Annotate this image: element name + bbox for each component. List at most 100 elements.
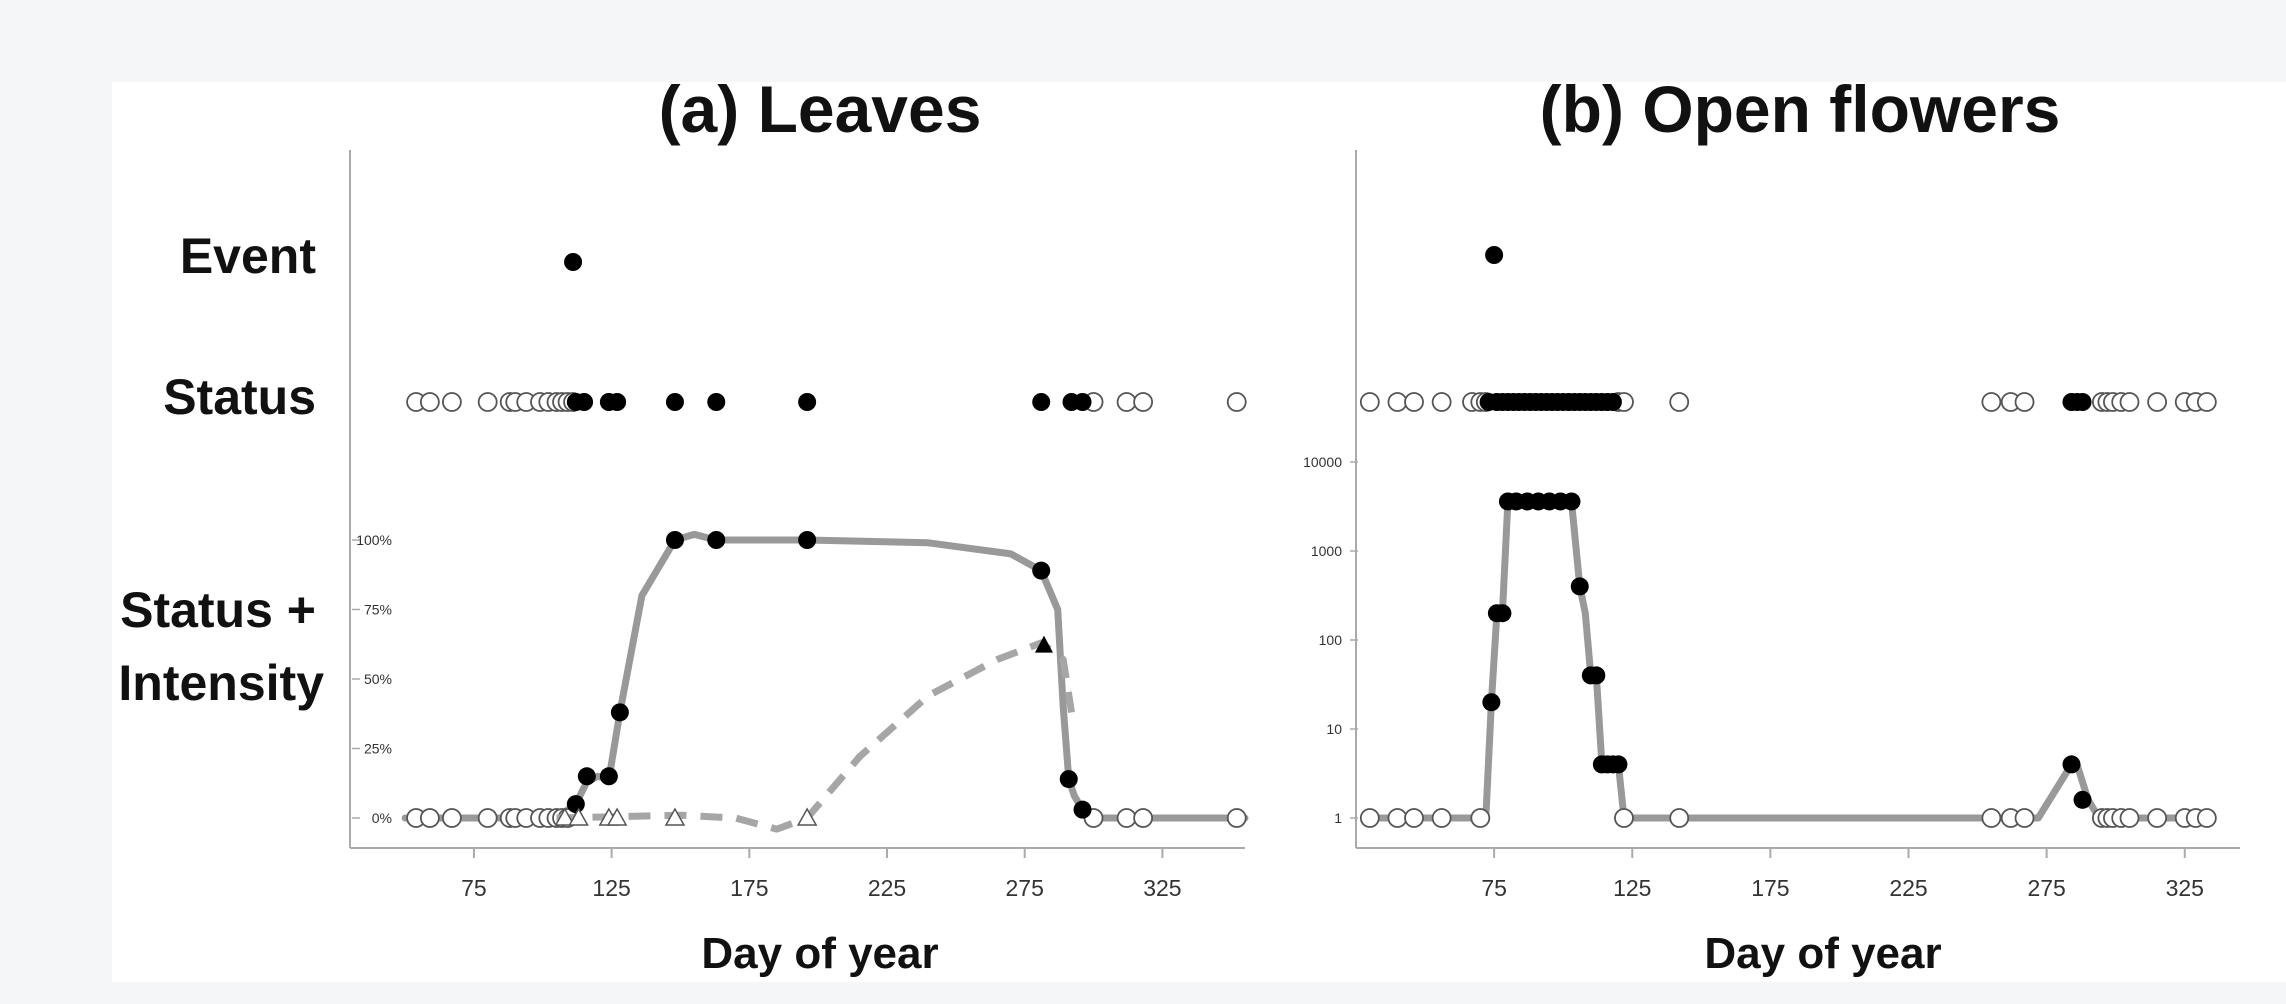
panel-a-intensity-point-filled — [566, 795, 585, 814]
panel-b-intensity-point-open — [1387, 808, 1408, 828]
panel-b-status-point-open — [1669, 392, 1690, 412]
panel-b-x-tick-label: 275 — [2027, 875, 2065, 901]
panel-a-intensity-line-dashed — [556, 639, 1075, 833]
panel-a-intensity-triangle-open — [606, 807, 628, 826]
panel-b-intensity-point-filled — [1482, 693, 1501, 712]
panel-a-intensity-point-open — [1226, 808, 1247, 828]
panel-a-xlabel: Day of year — [701, 929, 938, 978]
panel-a-intensity-point-open — [477, 808, 498, 828]
panel-a-status-point-open — [477, 392, 498, 412]
panel-a-intensity-point-filled — [1032, 561, 1051, 580]
panel-b-intensity-point-filled — [1587, 666, 1606, 685]
panel-b-intensity-point-open — [2196, 808, 2217, 828]
panel-b-x-tick-label: 325 — [2166, 875, 2204, 901]
panel-a-y-tick-label: 75% — [364, 602, 392, 618]
panel-b-intensity-point-open — [1404, 808, 1424, 828]
panel-b-intensity-point-open — [1431, 808, 1452, 828]
panel-a-y-tick-label: 100% — [356, 532, 392, 548]
panel-a-intensity-triangle-filled — [1034, 635, 1053, 653]
panel-b-intensity-point-open — [1669, 808, 1690, 828]
panel-a-status-point-open — [419, 392, 440, 412]
panel-b-xlabel: Day of year — [1704, 929, 1941, 978]
panel-b-status-point-open — [2147, 392, 2168, 412]
panel-b-x-tick-label: 175 — [1751, 875, 1789, 901]
panel-b-y-tick-label: 10 — [1326, 721, 1342, 737]
panel-a-intensity-triangle-open — [664, 807, 686, 826]
panel-a-title: (a) Leaves — [659, 72, 982, 146]
panel-a-status-point-filled — [1032, 393, 1051, 411]
panel-a-status-point-open — [1116, 392, 1137, 412]
panel-a-y-tick-label: 0% — [372, 810, 392, 826]
panel-a-status-point-open — [1133, 392, 1154, 412]
panel-a-status-point-open — [1226, 392, 1247, 412]
panel-a-intensity-line-solid — [401, 530, 1249, 822]
row-label-intensity-line1: Status + — [120, 582, 316, 638]
panel-a-intensity-point-filled — [798, 531, 817, 549]
panel-b-intensity-point-open — [1470, 808, 1491, 828]
panel-a-y-tick-label: 50% — [364, 671, 392, 687]
panel-b-status-point-open — [2196, 392, 2217, 412]
panel-a-intensity-point-filled — [1073, 800, 1092, 819]
panel-a-intensity-point-filled — [707, 531, 726, 549]
panel-b-intensity-point-filled — [1570, 577, 1589, 596]
panel-b-intensity-point-open — [1359, 808, 1380, 828]
panel-b-event-point — [1485, 246, 1504, 264]
panel-b-status-point-open — [1981, 392, 2002, 412]
panel-b-intensity-point-filled — [1562, 492, 1581, 511]
panel-a-intensity-point-open — [419, 808, 440, 828]
panel-a-x-tick-label: 175 — [730, 875, 768, 901]
panel-b-x-tick-label: 225 — [1889, 875, 1927, 901]
panel-b-intensity-point-open — [1981, 808, 2002, 828]
figure-panel — [112, 82, 2286, 982]
panel-b-x-tick-label: 125 — [1613, 875, 1651, 901]
panel-a-leaves: 75 125 175 225 275 325 0% 25% 50% 75% 100% — [349, 150, 1249, 901]
panel-a-x-tick-label: 275 — [1006, 875, 1044, 901]
panel-b-intensity-point-filled — [2062, 755, 2081, 774]
panel-a-intensity-triangle-open — [796, 807, 818, 826]
panel-a-status-point-filled — [575, 393, 594, 411]
panel-b-intensity-point-filled — [1609, 755, 1628, 774]
panel-b-x-tick-label: 75 — [1481, 875, 1507, 901]
panel-b-intensity-point-open — [2119, 808, 2140, 828]
panel-a-intensity-point-filled — [665, 531, 684, 549]
panel-a-intensity-point-open — [1116, 808, 1137, 828]
panel-a-status-point-filled — [608, 393, 627, 411]
panel-a-intensity-point-open — [1133, 808, 1154, 828]
panel-b-intensity-point-filled — [1493, 604, 1512, 623]
panel-a-event-point — [564, 253, 583, 271]
panel-a-x-tick-label: 225 — [868, 875, 906, 901]
panel-a-status-point-open — [441, 392, 462, 412]
panel-b-intensity-point-open — [2014, 808, 2035, 828]
panel-b-y-tick-label: 1 — [1334, 810, 1342, 826]
row-label-intensity-line2: Intensity — [118, 655, 324, 711]
panel-b-intensity-line-solid — [1366, 498, 2211, 822]
panel-a-status-point-filled — [707, 393, 726, 411]
panel-b-open-flowers: 75 125 175 225 275 325 1 10 100 1000 10000 — [1303, 150, 2240, 901]
panel-a-intensity-triangle-open — [554, 807, 576, 826]
panel-a-intensity-point-filled — [610, 703, 629, 722]
row-label-event: Event — [180, 228, 317, 284]
panel-b-status-point-filled — [2073, 393, 2092, 411]
panel-a-x-tick-label: 325 — [1143, 875, 1181, 901]
panel-b-y-tick-label: 1000 — [1311, 543, 1342, 559]
panel-a-intensity-point-filled — [1059, 770, 1078, 789]
panel-a-intensity-point-filled — [599, 767, 618, 786]
panel-b-status-point-open — [2014, 392, 2035, 412]
panel-b-intensity-point-open — [2147, 808, 2168, 828]
panel-b-title: (b) Open flowers — [1540, 72, 2061, 146]
row-label-status: Status — [163, 369, 316, 425]
panel-a-status-point-filled — [798, 393, 817, 411]
panel-b-status-point-open — [2119, 392, 2140, 412]
panel-a-intensity-point-filled — [577, 767, 596, 786]
panel-a-x-tick-label: 75 — [461, 875, 487, 901]
panel-b-status-point-filled — [1603, 393, 1622, 411]
panel-b-status-point-open — [1387, 392, 1408, 412]
panel-a-status-point-filled — [665, 393, 684, 411]
panel-a-x-tick-label: 125 — [592, 875, 630, 901]
panel-b-y-tick-label: 10000 — [1303, 454, 1342, 470]
panel-b-intensity-point-open — [1614, 808, 1634, 828]
panel-b-status-point-open — [1404, 392, 1424, 412]
panel-a-y-tick-label: 25% — [364, 741, 392, 757]
